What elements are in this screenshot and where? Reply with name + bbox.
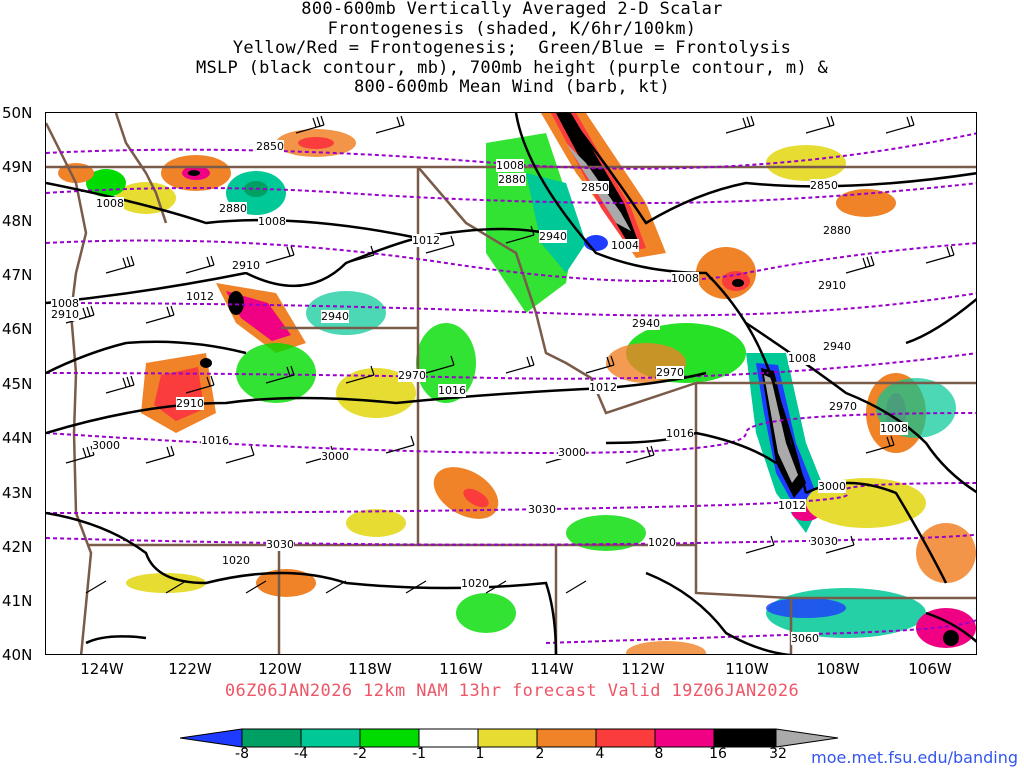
- lon-label-114w: 114W: [530, 660, 574, 678]
- mslp-label: 1020: [648, 536, 676, 549]
- colorbar-segment: [180, 728, 243, 748]
- height-label: 2850: [256, 140, 284, 153]
- colorbar-label: 32: [769, 746, 787, 762]
- height-label: 2970: [829, 400, 857, 413]
- frontogenesis-shading: [58, 113, 976, 654]
- mslp-label: 1016: [666, 427, 694, 440]
- lat-label-43n: 43N: [2, 484, 33, 502]
- height-label: 2910: [232, 259, 260, 272]
- lon-label-116w: 116W: [439, 660, 483, 678]
- lat-label-48n: 48N: [2, 212, 33, 230]
- lat-label-42n: 42N: [2, 538, 33, 556]
- height-label: 2910: [176, 397, 204, 410]
- mslp-label: 1012: [186, 290, 214, 303]
- height-label: 2910: [818, 279, 846, 292]
- height-label: 2940: [632, 317, 660, 330]
- height-label: 2970: [398, 369, 426, 382]
- title-line-1: 800-600mb Vertically Averaged 2-D Scalar: [301, 0, 723, 19]
- lon-label-118w: 118W: [348, 660, 392, 678]
- colorbar-segment: [359, 728, 420, 748]
- height-label: 3030: [266, 538, 294, 551]
- mslp-label: 1016: [438, 384, 466, 397]
- forecast-valid-line: 06Z06JAN2026 12km NAM 13hr forecast Vali…: [224, 681, 800, 701]
- lat-label-41n: 41N: [2, 592, 33, 610]
- height-label: 2940: [823, 340, 851, 353]
- lon-label-124w: 124W: [80, 660, 124, 678]
- map-panel: 1008 1008 1008 1004 1008 1012 1012 1012 …: [45, 112, 977, 655]
- colorbar-segment: [536, 728, 597, 748]
- height-label: 2880: [498, 173, 526, 186]
- mslp-label: 1008: [880, 422, 908, 435]
- height-label: 3000: [818, 480, 846, 493]
- height-label: 2880: [823, 224, 851, 237]
- mslp-label: 1008: [258, 215, 286, 228]
- height-label: 2970: [656, 366, 684, 379]
- colorbar-label: -1: [412, 746, 426, 762]
- height-label: 3000: [92, 439, 120, 452]
- colorbar-label: -2: [353, 746, 367, 762]
- height-label: 2940: [321, 310, 349, 323]
- mslp-label: 1008: [96, 197, 124, 210]
- mslp-contours: [46, 113, 976, 654]
- colorbar-segment: [300, 728, 361, 748]
- height-label: 3030: [528, 503, 556, 516]
- height-label: 2880: [219, 202, 247, 215]
- mslp-label: 1016: [201, 434, 229, 447]
- height-label: 3000: [321, 450, 349, 463]
- lat-label-40n: 40N: [2, 646, 33, 664]
- colorbar-segment: [775, 728, 839, 748]
- colorbar-label: -4: [294, 746, 308, 762]
- mslp-label: 1012: [412, 234, 440, 247]
- title-line-2: Frontogenesis (shaded, K/6hr/100km): [327, 18, 697, 39]
- title-line-3: Yellow/Red = Frontogenesis; Green/Blue =…: [232, 38, 792, 58]
- colorbar-segment: [713, 728, 777, 748]
- lon-label-110w: 110W: [725, 660, 769, 678]
- lat-label-44n: 44N: [2, 429, 33, 447]
- height-label: 2910: [51, 308, 79, 321]
- lat-label-50n: 50N: [2, 104, 33, 122]
- credit-url: moe.met.fsu.edu/banding: [811, 748, 1018, 767]
- lat-label-47n: 47N: [2, 266, 33, 284]
- mslp-label: 1012: [778, 499, 806, 512]
- colorbar-label: 1: [475, 746, 485, 762]
- colorbar-segment: [654, 728, 715, 748]
- lon-label-108w: 108W: [816, 660, 860, 678]
- wind-barbs: [65, 115, 955, 594]
- height-label: 2940: [539, 230, 567, 243]
- map-canvas: [46, 113, 976, 654]
- height-label: 3000: [558, 446, 586, 459]
- colorbar-label: 2: [535, 746, 545, 762]
- colorbar-label: 8: [654, 746, 664, 762]
- colorbar-label: 4: [595, 746, 605, 762]
- colorbar-segment: [595, 728, 656, 748]
- lon-label-122w: 122W: [168, 660, 212, 678]
- colorbar-segment: [241, 728, 302, 748]
- height-label: 2850: [810, 179, 838, 192]
- height-label: 2850: [581, 181, 609, 194]
- lon-label-106w: 106W: [908, 660, 952, 678]
- mslp-label: 1020: [461, 577, 489, 590]
- lon-label-112w: 112W: [621, 660, 665, 678]
- lon-label-120w: 120W: [258, 660, 302, 678]
- height-label: 3060: [791, 632, 819, 645]
- mslp-label: 1008: [788, 352, 816, 365]
- mslp-label: 1008: [51, 297, 79, 310]
- map-title: 800-600mb Vertically Averaged 2-D Scalar…: [0, 0, 1024, 98]
- colorbar-segment: [477, 728, 538, 748]
- colorbar-label: 16: [709, 746, 727, 762]
- lat-label-45n: 45N: [2, 375, 33, 393]
- colorbar: [180, 728, 839, 748]
- mslp-label: 1008: [496, 159, 524, 172]
- mslp-label: 1012: [589, 381, 617, 394]
- mslp-label: 1008: [671, 272, 699, 285]
- colorbar-segment: [418, 728, 479, 748]
- title-line-4: MSLP (black contour, mb), 700mb height (…: [195, 57, 829, 78]
- lat-label-49n: 49N: [2, 158, 33, 176]
- lat-label-46n: 46N: [2, 320, 33, 338]
- title-line-5: 800-600mb Mean Wind (barb, kt): [353, 77, 671, 97]
- mslp-label: 1020: [222, 554, 250, 567]
- height-label: 3030: [810, 535, 838, 548]
- mslp-label: 1004: [611, 239, 639, 252]
- colorbar-label: -8: [235, 746, 249, 762]
